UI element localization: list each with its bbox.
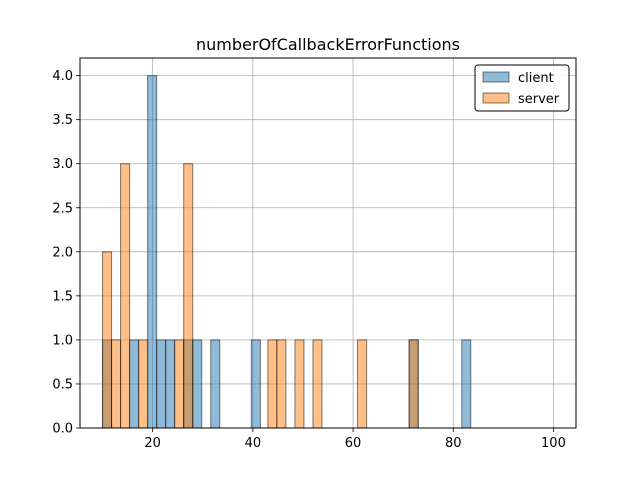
x-tick-label-4: 100 (541, 436, 566, 451)
y-tick-label-1: 0.5 (52, 377, 73, 392)
x-tick-label-0: 20 (144, 436, 161, 451)
server-bar-6 (267, 339, 278, 429)
chart-title: numberOfCallbackErrorFunctions (196, 35, 460, 54)
y-tick-label-5: 2.5 (52, 201, 73, 216)
legend: client server (474, 64, 570, 112)
server-bar-2 (120, 163, 131, 429)
server-bar-0 (102, 251, 113, 429)
x-tick-label-1: 40 (245, 436, 262, 451)
y-tick-label-3: 1.5 (52, 289, 73, 304)
legend-label-server: server (518, 92, 560, 107)
y-tick-label-4: 2.0 (52, 245, 73, 260)
server-bar-8 (294, 339, 305, 429)
server-bar-7 (276, 339, 287, 429)
server-bar-1 (111, 339, 122, 429)
client-bar-1 (129, 339, 140, 429)
x-tick-label-2: 60 (345, 436, 362, 451)
client-bar-10 (461, 339, 472, 429)
client-bar-8 (250, 339, 261, 429)
server-bar-10 (357, 339, 368, 429)
y-tick-label-0: 0.0 (52, 422, 73, 437)
server-bar-5 (183, 163, 194, 429)
server-bar-9 (312, 339, 323, 429)
client-bar-3 (156, 339, 167, 429)
server-bar-3 (138, 339, 149, 429)
server-bar-11 (408, 339, 419, 429)
y-tick-label-6: 3.0 (52, 157, 73, 172)
legend-swatch-client (482, 71, 510, 83)
client-bar-7 (210, 339, 221, 429)
y-tick-label-7: 3.5 (52, 113, 73, 128)
x-tick-label-3: 80 (445, 436, 462, 451)
x-axis: 20 40 60 80 100 (144, 428, 566, 451)
y-tick-label-8: 4.0 (52, 69, 73, 84)
server-bar-4 (174, 339, 185, 429)
client-bar-6 (192, 339, 203, 429)
legend-swatch-server (482, 92, 510, 104)
y-axis: 0.0 0.5 1.0 1.5 2.0 2.5 3.0 3.5 4.0 (52, 69, 80, 437)
plot-frame (79, 57, 577, 429)
client-bar-4 (165, 339, 176, 429)
client-bar-2 (147, 75, 158, 429)
y-tick-label-2: 1.0 (52, 333, 73, 348)
legend-label-client: client (518, 71, 554, 86)
